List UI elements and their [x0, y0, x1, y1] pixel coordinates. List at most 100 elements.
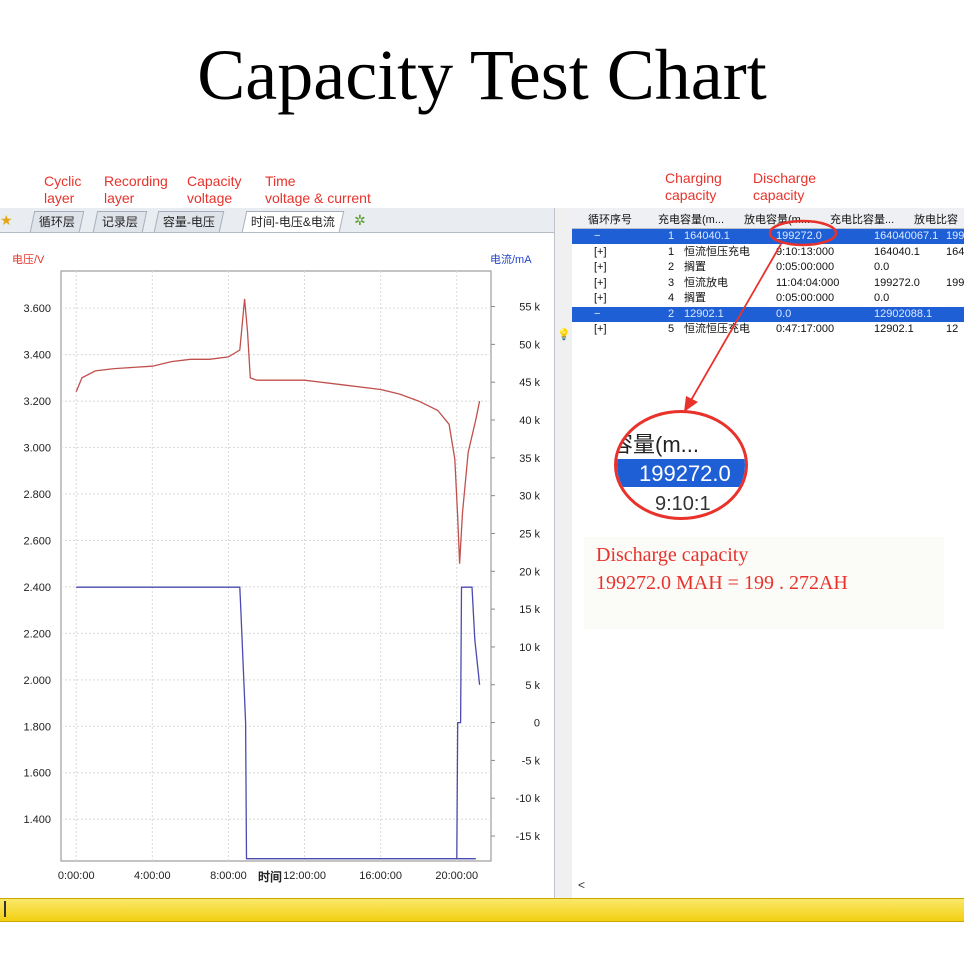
table-cell: 12902.1: [874, 323, 914, 335]
y-tick-label: 3.400: [23, 350, 51, 362]
annotation-time-voltage-current: Time voltage & current: [265, 173, 371, 207]
y-tick-label: 1.600: [23, 768, 51, 780]
pointer-arrowhead: [684, 396, 698, 412]
annotation-line: Discharge: [753, 170, 817, 186]
y-tick-label: 2.000: [23, 675, 51, 687]
note-line: Discharge capacity: [596, 544, 749, 566]
annotation-capacity-voltage: Capacity voltage: [187, 173, 241, 207]
annotation-line: layer: [44, 190, 75, 206]
time-voltage-current-chart: 3.600 3.400 3.200 3.000 2.800 2.600 2.400 2.200…: [0, 233, 556, 895]
y2-tick-label: 25 k: [519, 528, 540, 540]
y2-tick-label: 10 k: [519, 642, 540, 654]
y2-tick-label: 30 k: [519, 491, 540, 503]
voltage-series-line: [75, 298, 481, 564]
table-cell: [+]: [594, 245, 607, 258]
scroll-left-button[interactable]: <: [578, 878, 586, 892]
annotation-line: capacity: [753, 187, 805, 203]
table-cell: 199272.0: [874, 276, 920, 289]
progress-marker: [4, 901, 6, 917]
table-cell: 9:10:13:000: [776, 245, 835, 258]
y2-tick-label: 5 k: [525, 680, 540, 692]
table-cell: 5: [668, 323, 675, 335]
y2-tick-label: 55 k: [519, 302, 540, 314]
table-cell: 164040.1: [684, 230, 730, 242]
table-cell: 2: [668, 261, 675, 273]
magnifier-value: 199272.0: [639, 461, 731, 486]
x-tick-label: 0:00:00: [58, 870, 95, 882]
layer-tab-bar: ★ 循环层 记录层 容量-电压 时间-电压&电流 ✲: [0, 208, 556, 233]
annotation-line: layer: [104, 190, 135, 206]
y2-tick-label: 0: [534, 718, 540, 730]
y2-tick-label: -15 k: [516, 831, 541, 843]
table-row[interactable]: − 2 12902.1 0.0 12902088.1: [572, 306, 964, 322]
annotation-line: voltage: [187, 190, 233, 206]
column-header[interactable]: 充电容量(m...: [658, 214, 724, 226]
y2-tick-label: 40 k: [519, 415, 540, 427]
table-cell: 164040.1: [874, 245, 920, 258]
table-row[interactable]: [+] 1 恒流恒压充电 9:10:13:000 164040.1 164: [572, 245, 964, 260]
y2-tick-label: 50 k: [519, 339, 540, 351]
x-tick-label: 4:00:00: [134, 870, 171, 882]
x-axis-label: 时间: [258, 869, 282, 884]
table-row[interactable]: [+] 2 搁置 0:05:00:000 0.0: [572, 260, 964, 275]
plot-area: [60, 270, 492, 862]
table-row[interactable]: − 1 164040.1 199272.0 164040067.1 199272: [572, 229, 964, 244]
discharge-capacity-note: Discharge capacity 199272.0 MAH = 199 . …: [584, 537, 944, 629]
y2-tick-label: -10 k: [516, 793, 541, 805]
y2-tick-label: 20 k: [519, 566, 540, 578]
bottom-progress-bar: [0, 898, 964, 922]
annotation-line: voltage & current: [265, 190, 371, 206]
y-tick-label: 3.200: [23, 396, 51, 408]
y2-tick-label: -5 k: [522, 755, 541, 767]
annotation-line: Time: [265, 173, 296, 189]
grid-header: 循环序号 充电容量(m... 放电容量(m... 充电比容量... 放电比容: [572, 208, 964, 229]
column-header[interactable]: 循环序号: [588, 214, 632, 226]
annotation-line: Capacity: [187, 173, 242, 189]
table-cell: 恒流恒压充电: [684, 245, 750, 258]
y-tick-label: 2.200: [23, 628, 51, 640]
favorite-star-icon[interactable]: ★: [0, 212, 13, 228]
table-cell: 4: [668, 292, 675, 304]
table-cell: 0:47:17:000: [776, 323, 835, 335]
y-tick-label: 2.400: [23, 582, 51, 594]
y-tick-label: 3.000: [23, 443, 51, 455]
magnifier-below: 9:10:1: [655, 493, 711, 515]
table-row[interactable]: [+] 4 搁置 0:05:00:000 0.0: [572, 291, 964, 306]
y-tick-label: 2.800: [23, 489, 51, 501]
y-axis-label: 电压/V: [12, 253, 45, 266]
table-cell: 搁置: [684, 292, 706, 304]
annotation-recording-layer: Recording layer: [104, 173, 168, 207]
bulb-icon: 💡: [557, 329, 571, 341]
table-cell: 0.0: [874, 292, 890, 304]
table-cell: [+]: [594, 276, 607, 289]
add-tab-icon[interactable]: ✲: [354, 212, 366, 228]
x-tick-label: 12:00:00: [283, 870, 326, 882]
annotation-line: capacity: [665, 187, 717, 203]
table-cell: 恒流放电: [684, 276, 728, 289]
table-row[interactable]: [+] 3 恒流放电 11:04:04:000 199272.0 199: [572, 276, 964, 291]
column-header[interactable]: 放电比容: [914, 214, 958, 226]
annotation-line: Charging: [665, 170, 722, 186]
y-tick-label: 1.400: [23, 814, 51, 826]
column-header[interactable]: 充电比容量...: [830, 214, 895, 226]
annotation-line: Cyclic: [44, 173, 82, 189]
table-cell: 2: [668, 307, 675, 320]
note-line: 199272.0 MAH = 199 . 272AH: [596, 572, 848, 594]
table-cell: 164040067.1: [874, 230, 939, 242]
page-title: Capacity Test Chart: [197, 35, 767, 115]
table-cell: 164: [946, 245, 964, 258]
annotation-cyclic-layer: Cyclic layer: [44, 173, 81, 207]
y-tick-label: 1.800: [23, 721, 51, 733]
table-cell: 12902.1: [684, 307, 724, 320]
table-cell: 搁置: [684, 261, 706, 273]
annotation-discharge-capacity: Discharge capacity: [753, 170, 816, 204]
table-cell: 11:04:04:000: [776, 276, 840, 289]
magnifier-selected-row: [617, 459, 745, 487]
table-cell: 199272: [946, 230, 964, 242]
x-tick-label: 8:00:00: [210, 870, 247, 882]
column-header[interactable]: 放电容量(m...: [744, 214, 810, 226]
table-cell: 0:05:00:000: [776, 292, 835, 304]
annotation-charging-capacity: Charging capacity: [665, 170, 722, 204]
table-cell: [+]: [594, 292, 607, 304]
